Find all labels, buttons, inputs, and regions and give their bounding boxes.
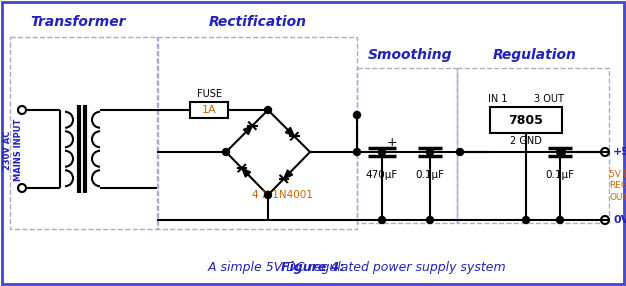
Text: 3 OUT: 3 OUT <box>534 94 564 104</box>
Text: 0.1μF: 0.1μF <box>545 170 575 180</box>
Circle shape <box>354 112 361 118</box>
Text: 0V: 0V <box>613 215 626 225</box>
Text: 0.1μF: 0.1μF <box>416 170 444 180</box>
Circle shape <box>222 148 230 156</box>
Text: 470μF: 470μF <box>366 170 398 180</box>
Text: Regulation: Regulation <box>493 48 577 62</box>
Text: 1A: 1A <box>202 105 217 115</box>
Polygon shape <box>244 126 252 135</box>
Text: A simple 5V DC regulated power supply system: A simple 5V DC regulated power supply sy… <box>204 261 506 275</box>
Text: +: + <box>387 136 398 150</box>
Text: 2 GND: 2 GND <box>510 136 542 146</box>
Polygon shape <box>285 127 294 136</box>
Circle shape <box>426 148 433 156</box>
Text: 4 X 1N4001: 4 X 1N4001 <box>252 190 312 200</box>
Text: 5V DC
REGULATED
OUTPUT: 5V DC REGULATED OUTPUT <box>609 170 626 202</box>
Text: 7805: 7805 <box>508 114 543 126</box>
Circle shape <box>265 106 272 114</box>
Text: FUSE: FUSE <box>197 89 222 99</box>
Text: Transformer: Transformer <box>30 15 126 29</box>
FancyBboxPatch shape <box>190 102 228 118</box>
Circle shape <box>265 192 272 198</box>
Text: 230V AC
MAINS INPUT: 230V AC MAINS INPUT <box>3 119 23 181</box>
Text: IN 1: IN 1 <box>488 94 508 104</box>
Polygon shape <box>242 168 250 177</box>
Circle shape <box>379 148 386 156</box>
Circle shape <box>557 148 563 156</box>
Text: +5V: +5V <box>613 147 626 157</box>
Text: Rectification: Rectification <box>209 15 307 29</box>
Text: Smoothing: Smoothing <box>367 48 452 62</box>
Text: Figure 4:: Figure 4: <box>281 261 345 275</box>
Polygon shape <box>284 170 292 179</box>
FancyBboxPatch shape <box>2 2 624 284</box>
Circle shape <box>379 217 386 223</box>
Circle shape <box>557 217 563 223</box>
Circle shape <box>354 148 361 156</box>
Circle shape <box>426 217 433 223</box>
Circle shape <box>456 148 463 156</box>
Circle shape <box>523 217 530 223</box>
FancyBboxPatch shape <box>490 107 562 133</box>
Circle shape <box>558 148 565 156</box>
